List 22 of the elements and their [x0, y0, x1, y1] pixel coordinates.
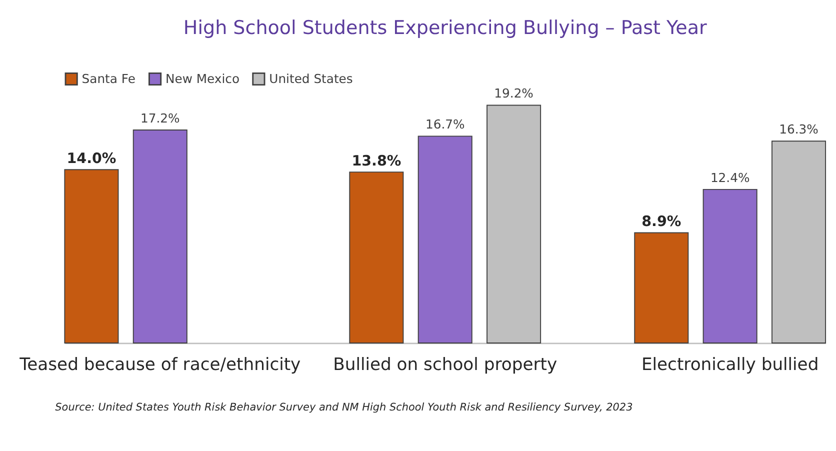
chart-title: High School Students Experiencing Bullying – Past Year [183, 16, 707, 39]
legend-label: New Mexico [165, 72, 240, 86]
x-tick-label: Teased because of race/ethnicity [18, 355, 301, 376]
bar [132, 130, 188, 344]
bar [634, 232, 689, 344]
legend-label: Santa Fe [82, 72, 136, 86]
legend-label: United States [269, 72, 353, 86]
bar [702, 188, 758, 344]
bar [418, 136, 472, 344]
data-label: 8.9% [642, 214, 682, 230]
data-label: 17.2% [140, 111, 180, 126]
bar [349, 172, 404, 344]
data-label: 13.8% [352, 153, 402, 170]
x-tick-label: Bullied on school property [333, 355, 558, 376]
source-note: Source: United States Youth Risk Behavior Survey and NM High School Youth Risk and Resiliency Survey, 2023 [55, 402, 633, 414]
data-label: 16.3% [779, 122, 819, 137]
data-label: 16.7% [425, 118, 465, 132]
data-label: 19.2% [494, 86, 534, 101]
data-label: 14.0% [66, 150, 116, 167]
data-label: 12.4% [710, 170, 750, 185]
x-tick-label: Electronically bullied [641, 355, 819, 376]
bar [64, 169, 119, 344]
